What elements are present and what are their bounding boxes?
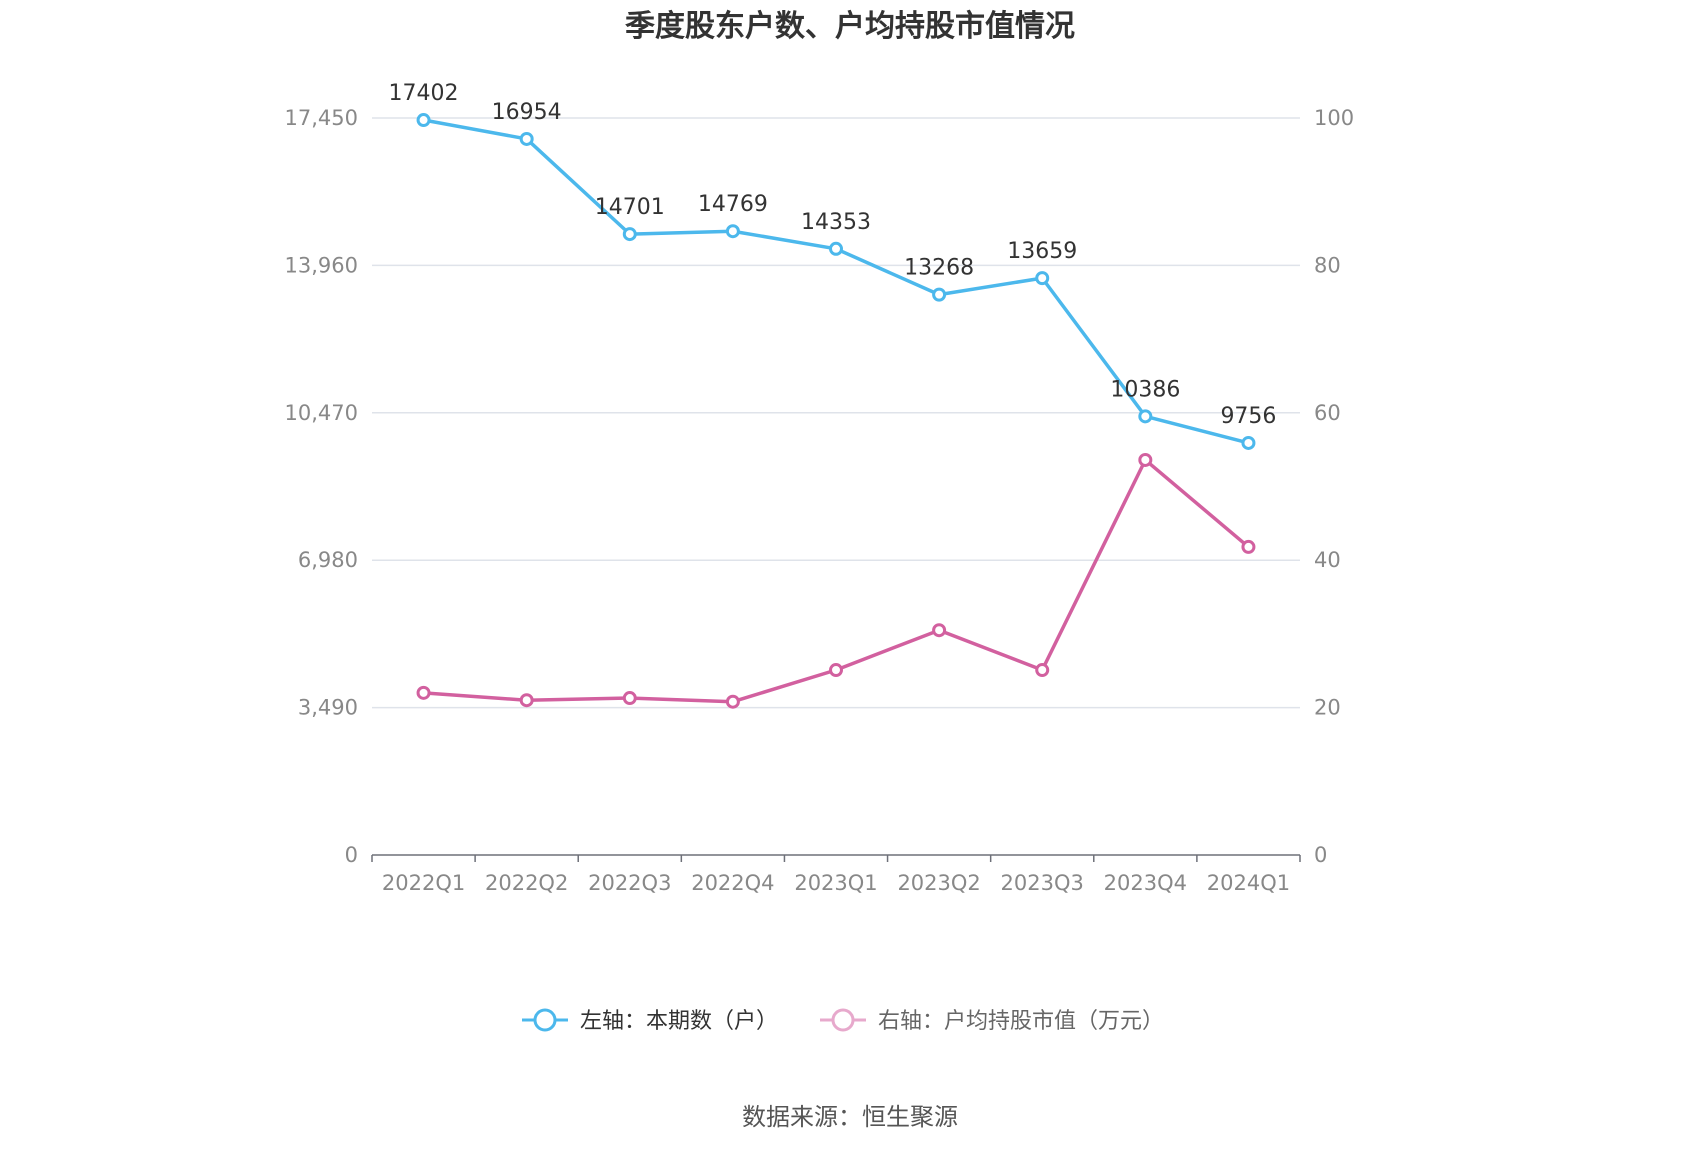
data-label: 17402 <box>389 81 459 106</box>
left-axis: 0 3,490 6,980 10,470 13,960 17,450 <box>285 106 358 867</box>
data-label: 13659 <box>1007 239 1077 264</box>
right-tick-label: 80 <box>1314 253 1341 277</box>
series-point-1[interactable] <box>829 663 843 678</box>
right-tick-label: 40 <box>1314 548 1341 572</box>
left-tick-label: 17,450 <box>285 106 358 130</box>
data-label: 9756 <box>1220 404 1276 429</box>
right-tick-label: 0 <box>1314 843 1327 867</box>
series-point-0[interactable] <box>1138 409 1153 424</box>
grid-lines <box>372 117 1300 709</box>
data-label: 14701 <box>595 195 665 220</box>
series-point-0[interactable] <box>519 131 534 146</box>
right-tick-label: 60 <box>1314 401 1341 425</box>
right-tick-label: 20 <box>1314 696 1341 720</box>
series-point-0[interactable] <box>829 241 843 256</box>
data-label: 10386 <box>1110 377 1180 402</box>
data-label: 14769 <box>698 192 768 217</box>
legend[interactable]: 左轴：本期数（户） 右轴：户均持股市值（万元） <box>522 1008 1164 1034</box>
series-point-0[interactable] <box>1035 271 1050 286</box>
series-point-0[interactable] <box>416 113 431 128</box>
right-axis: 0 20 40 60 80 100 <box>1314 106 1354 867</box>
chart-title: 季度股东户数、户均持股市值情况 <box>625 9 1075 44</box>
x-tick-label: 2023Q3 <box>1001 871 1084 895</box>
data-labels: 17402 16954 14701 14769 14353 13268 13659 10386… <box>389 81 1277 429</box>
left-tick-label: 10,470 <box>285 401 358 425</box>
legend-item-avg-value[interactable]: 右轴：户均持股市值（万元） <box>820 1008 1164 1034</box>
series-point-0[interactable] <box>1241 435 1256 450</box>
legend-label-avg-value: 右轴：户均持股市值（万元） <box>878 1009 1164 1034</box>
series-point-0[interactable] <box>932 287 947 302</box>
x-tick-label: 2023Q4 <box>1104 871 1187 895</box>
data-source: 数据来源：恒生聚源 <box>742 1103 958 1131</box>
series-layer <box>416 113 1256 709</box>
x-tick-label: 2023Q2 <box>897 871 980 895</box>
series-point-1[interactable] <box>622 691 637 706</box>
legend-marker-households-icon <box>533 1008 557 1032</box>
series-point-1[interactable] <box>725 694 740 709</box>
left-tick-label: 0 <box>345 843 358 867</box>
x-tick-label: 2023Q1 <box>794 871 877 895</box>
x-tick-label: 2022Q2 <box>485 871 568 895</box>
series-point-0[interactable] <box>622 227 637 242</box>
series-point-1[interactable] <box>1138 452 1153 467</box>
data-label: 13268 <box>904 256 974 281</box>
legend-label-households: 左轴：本期数（户） <box>580 1009 778 1034</box>
left-tick-label: 6,980 <box>298 548 358 572</box>
series-point-1[interactable] <box>1035 663 1050 678</box>
right-tick-label: 100 <box>1314 106 1354 130</box>
data-label: 14353 <box>801 210 871 235</box>
left-tick-label: 13,960 <box>285 253 358 277</box>
legend-item-households[interactable]: 左轴：本期数（户） <box>522 1008 778 1034</box>
x-tick-label: 2024Q1 <box>1207 871 1290 895</box>
series-point-1[interactable] <box>1241 539 1256 554</box>
series-point-1[interactable] <box>932 623 947 638</box>
series-point-0[interactable] <box>725 224 740 239</box>
series-point-1[interactable] <box>519 693 534 708</box>
data-label: 16954 <box>492 100 562 125</box>
x-tick-label: 2022Q3 <box>588 871 671 895</box>
left-tick-label: 3,490 <box>298 696 358 720</box>
x-tick-label: 2022Q4 <box>691 871 774 895</box>
legend-marker-avg-value-icon <box>831 1008 855 1032</box>
series-point-1[interactable] <box>416 685 431 700</box>
x-axis: 2022Q1 2022Q2 2022Q3 2022Q4 2023Q1 2023Q2 2023… <box>371 854 1301 895</box>
x-tick-label: 2022Q1 <box>382 871 465 895</box>
